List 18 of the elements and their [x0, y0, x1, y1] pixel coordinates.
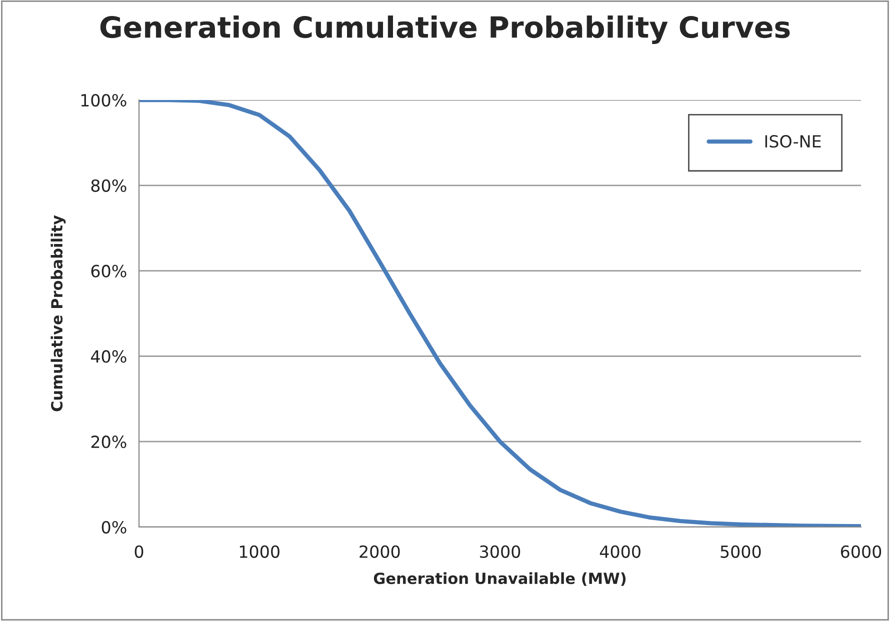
y-axis-title: Cumulative Probability [50, 215, 66, 412]
x-tick-label: 2000 [360, 545, 400, 558]
y-tick-label: 40% [90, 350, 126, 363]
chart-title: Generation Cumulative Probability Curves [100, 16, 790, 44]
x-tick-label: 4000 [600, 545, 640, 558]
y-tick-label: 80% [91, 179, 126, 192]
x-tick-label: 6000 [840, 545, 882, 558]
x-tick-label: 1000 [240, 545, 280, 558]
x-tick-label: 0 [134, 545, 144, 558]
y-tick-label: 20% [91, 436, 126, 448]
x-tick-label: 5000 [720, 545, 761, 558]
y-tick-label: 60% [91, 264, 126, 278]
y-tick-label: 0% [102, 520, 126, 534]
x-tick-label: 3000 [480, 545, 520, 558]
line-series [139, 100, 861, 527]
legend-label: ISO-NE [765, 135, 821, 148]
y-tick-label: 100% [81, 94, 126, 107]
x-axis-title: Generation Unavailable (MW) [374, 572, 626, 586]
